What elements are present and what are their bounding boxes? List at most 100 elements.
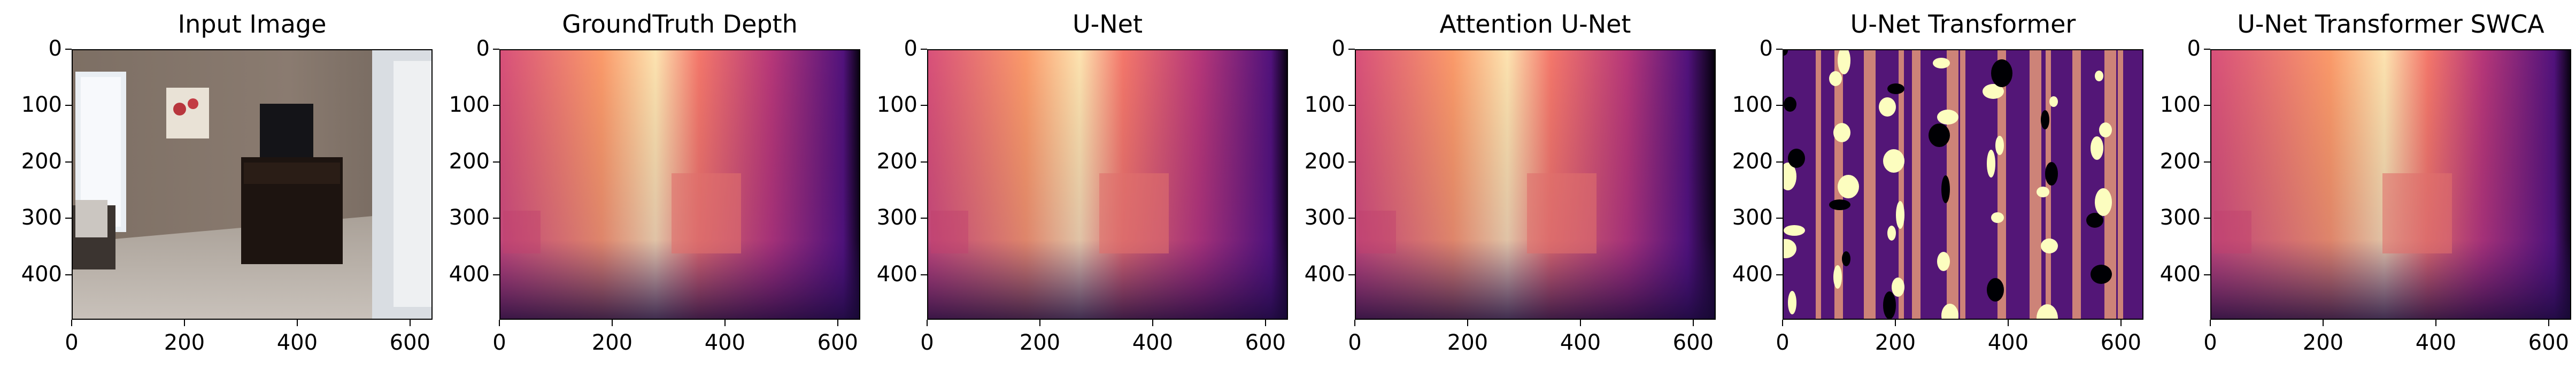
depth-map-5	[2211, 50, 2570, 319]
x-tick-label: 0	[1348, 330, 1362, 355]
x-tick-label: 200	[1019, 330, 1061, 355]
panel-image	[72, 49, 433, 320]
panel-title: U-Net	[1072, 10, 1143, 38]
x-tick-label: 600	[389, 330, 430, 355]
x-tick-mark	[2548, 320, 2549, 326]
y-tick-label: 400	[449, 261, 490, 287]
y-tick-mark	[493, 105, 499, 106]
y-tick-mark	[1776, 161, 1783, 163]
y-tick-mark	[2204, 161, 2210, 163]
y-tick-label: 100	[21, 92, 62, 118]
u-net-transformer-depth-map	[1784, 50, 2142, 319]
x-tick-mark	[2322, 320, 2324, 326]
y-tick-mark	[1348, 105, 1355, 106]
panel-image	[1355, 49, 1716, 320]
y-tick-mark	[921, 218, 927, 219]
panel-image	[2210, 49, 2571, 320]
x-tick-label: 0	[1776, 330, 1790, 355]
panel-title: Attention U-Net	[1439, 10, 1631, 38]
y-tick-label: 200	[2159, 149, 2201, 174]
x-tick-label: 600	[2528, 330, 2569, 355]
y-tick-label: 100	[2159, 92, 2201, 118]
x-tick-mark	[409, 320, 411, 326]
y-tick-mark	[65, 49, 72, 50]
x-tick-mark	[183, 320, 185, 326]
y-tick-mark	[1348, 274, 1355, 275]
panel-image	[499, 49, 860, 320]
y-tick-label: 0	[2187, 36, 2201, 61]
panel-image	[1783, 49, 2143, 320]
y-tick-mark	[1348, 49, 1355, 50]
x-tick-label: 600	[1245, 330, 1286, 355]
x-tick-mark	[837, 320, 838, 326]
x-tick-label: 400	[2415, 330, 2457, 355]
y-tick-label: 300	[2159, 205, 2201, 230]
y-tick-mark	[1348, 218, 1355, 219]
x-tick-mark	[71, 320, 72, 326]
y-tick-mark	[1776, 105, 1783, 106]
x-tick-label: 200	[2302, 330, 2344, 355]
y-tick-label: 200	[1732, 149, 1773, 174]
y-tick-label: 300	[876, 205, 917, 230]
x-tick-mark	[2007, 320, 2009, 326]
x-tick-mark	[1354, 320, 1355, 326]
y-tick-mark	[65, 218, 72, 219]
y-tick-label: 0	[1331, 36, 1345, 61]
x-tick-label: 0	[492, 330, 506, 355]
x-tick-label: 0	[2203, 330, 2217, 355]
x-tick-mark	[611, 320, 613, 326]
y-tick-mark	[921, 49, 927, 50]
x-tick-mark	[1894, 320, 1896, 326]
depth-map-2	[928, 50, 1287, 319]
x-tick-mark	[724, 320, 726, 326]
x-tick-mark	[1264, 320, 1266, 326]
y-tick-label: 100	[449, 92, 490, 118]
y-tick-label: 400	[1304, 261, 1345, 287]
y-tick-mark	[1776, 49, 1783, 50]
x-tick-label: 200	[591, 330, 633, 355]
x-tick-label: 400	[704, 330, 746, 355]
y-tick-label: 400	[21, 261, 62, 287]
y-tick-label: 100	[1304, 92, 1345, 118]
panel-image	[927, 49, 1288, 320]
x-tick-label: 200	[164, 330, 205, 355]
y-tick-mark	[921, 161, 927, 163]
y-tick-label: 200	[1304, 149, 1345, 174]
x-tick-mark	[1692, 320, 1694, 326]
panel-title: Input Image	[178, 10, 327, 38]
x-tick-label: 0	[920, 330, 934, 355]
y-tick-label: 100	[876, 92, 917, 118]
x-tick-label: 200	[1447, 330, 1488, 355]
y-tick-label: 100	[1732, 92, 1773, 118]
x-tick-label: 600	[817, 330, 858, 355]
y-tick-label: 300	[449, 205, 490, 230]
x-tick-label: 600	[2100, 330, 2141, 355]
y-tick-label: 200	[449, 149, 490, 174]
y-tick-mark	[2204, 105, 2210, 106]
y-tick-label: 300	[1304, 205, 1345, 230]
y-tick-mark	[2204, 274, 2210, 275]
x-tick-mark	[296, 320, 298, 326]
x-tick-label: 0	[65, 330, 79, 355]
y-tick-label: 300	[21, 205, 62, 230]
depth-map-1	[500, 50, 859, 319]
x-tick-mark	[1152, 320, 1153, 326]
panel-title: U-Net Transformer SWCA	[2237, 10, 2544, 38]
y-tick-label: 0	[48, 36, 62, 61]
y-tick-mark	[65, 161, 72, 163]
y-tick-label: 0	[1759, 36, 1773, 61]
x-tick-mark	[2120, 320, 2122, 326]
y-tick-label: 0	[904, 36, 917, 61]
input-image-photo	[73, 50, 431, 319]
depth-map-3	[1356, 50, 1715, 319]
panel-title: U-Net Transformer	[1850, 10, 2076, 38]
x-tick-mark	[2210, 320, 2211, 326]
y-tick-mark	[493, 218, 499, 219]
x-tick-mark	[927, 320, 928, 326]
y-tick-mark	[921, 105, 927, 106]
y-tick-mark	[2204, 49, 2210, 50]
y-tick-mark	[493, 49, 499, 50]
y-tick-mark	[493, 161, 499, 163]
y-tick-label: 0	[476, 36, 490, 61]
x-tick-label: 200	[1875, 330, 1916, 355]
